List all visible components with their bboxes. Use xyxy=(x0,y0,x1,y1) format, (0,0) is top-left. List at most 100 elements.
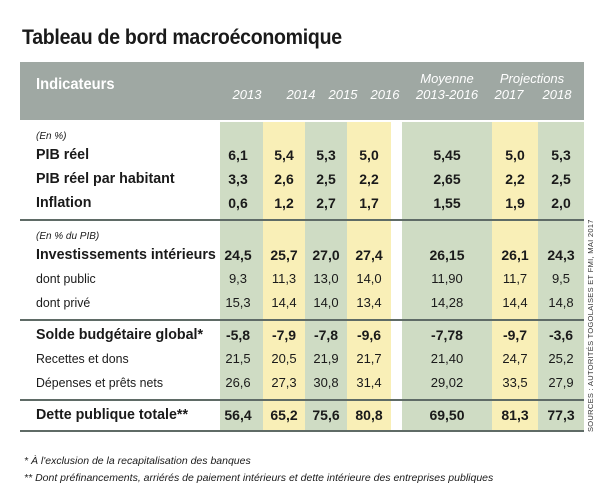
cell-value: 24,3 xyxy=(547,247,575,263)
cell-value: 80,8 xyxy=(355,407,383,423)
cell-value: 13,4 xyxy=(356,295,382,310)
source-note: SOURCES : AUTORITÉS TOGOLAISES ET FMI, M… xyxy=(586,219,595,432)
table-row: Dette publique totale** 56,4 65,2 75,6 80,8 6… xyxy=(20,404,584,428)
cell-value: 1,9 xyxy=(505,195,525,211)
cell-value: 1,7 xyxy=(359,195,379,211)
cell-value: 31,4 xyxy=(356,375,382,390)
cell-value: 27,3 xyxy=(271,375,297,390)
section-unit: (En %) xyxy=(20,124,584,148)
macro-table: Indicateurs 2013 2014 2015 2016 Moyenne … xyxy=(20,62,584,432)
cell-value: 20,5 xyxy=(271,351,297,366)
table-row: dont public 9,3 11,3 13,0 14,0 11,90 11,7 9,5 xyxy=(20,268,584,292)
table-row: PIB réel par habitant 3,3 2,6 2,5 2,2 2,65 2,2… xyxy=(20,168,584,192)
table-header: Indicateurs 2013 2014 2015 2016 Moyenne … xyxy=(20,62,584,120)
column-band-5 xyxy=(492,122,538,432)
cell-value: 1,55 xyxy=(433,195,461,211)
table-row: Dépenses et prêts nets 26,6 27,3 30,8 31,4 29… xyxy=(20,372,584,396)
header-indicateurs: Indicateurs xyxy=(36,76,115,93)
cell-value: -5,8 xyxy=(225,327,251,343)
section-unit-label: (En % du PIB) xyxy=(36,230,100,242)
cell-value: 5,0 xyxy=(359,147,379,163)
cell-value: 21,5 xyxy=(225,351,251,366)
table-bottom-rule xyxy=(20,430,584,432)
column-band-4 xyxy=(402,122,492,432)
cell-value: 1,2 xyxy=(274,195,294,211)
cell-value: 5,4 xyxy=(274,147,294,163)
header-year-2016: 2016 xyxy=(370,87,400,102)
cell-value: -3,6 xyxy=(548,327,574,343)
row-label: Dépenses et prêts nets xyxy=(36,375,164,390)
section-separator xyxy=(20,399,584,401)
cell-value: 29,02 xyxy=(430,375,464,390)
cell-value: 56,4 xyxy=(224,407,252,423)
cell-value: 11,3 xyxy=(271,271,297,286)
cell-value: 15,3 xyxy=(225,295,251,310)
table-row: Inflation 0,6 1,2 2,7 1,7 1,55 1,9 2,0 xyxy=(20,192,584,216)
row-label: Dette publique totale** xyxy=(36,406,189,423)
cell-value: 13,0 xyxy=(313,271,339,286)
cell-value: 2,5 xyxy=(551,171,571,187)
row-label: dont public xyxy=(36,271,96,286)
cell-value: 14,4 xyxy=(271,295,297,310)
cell-value: -7,9 xyxy=(271,327,297,343)
cell-value: -7,78 xyxy=(431,327,463,343)
cell-value: 2,6 xyxy=(274,171,294,187)
header-year-2017: 2017 xyxy=(494,87,524,102)
cell-value: 2,0 xyxy=(551,195,571,211)
header-year-2015: 2015 xyxy=(328,87,358,102)
row-label: PIB réel par habitant xyxy=(36,170,175,187)
cell-value: 14,4 xyxy=(502,295,528,310)
cell-value: 9,5 xyxy=(551,271,571,286)
table-row: Investissements intérieurs 24,5 25,7 27,0 27… xyxy=(20,244,584,268)
cell-value: 65,2 xyxy=(270,407,298,423)
row-label: dont privé xyxy=(36,295,91,310)
column-band-6 xyxy=(538,122,584,432)
table-row: dont privé 15,3 14,4 14,0 13,4 14,28 14,4 14,8 xyxy=(20,292,584,316)
cell-value: 75,6 xyxy=(312,407,340,423)
cell-value: 24,7 xyxy=(502,351,528,366)
cell-value: 69,50 xyxy=(429,407,465,423)
cell-value: 27,9 xyxy=(548,375,574,390)
row-label: Investissements intérieurs xyxy=(36,246,216,263)
cell-value: 6,1 xyxy=(228,147,248,163)
page-title: Tableau de bord macroéconomique xyxy=(22,26,342,49)
cell-value: 9,3 xyxy=(228,271,248,286)
cell-value: 21,9 xyxy=(313,351,339,366)
header-moyenne-range: 2013-2016 xyxy=(415,87,479,102)
cell-value: 21,40 xyxy=(430,351,464,366)
cell-value: 21,7 xyxy=(356,351,382,366)
section-separator xyxy=(20,319,584,321)
row-label: Solde budgétaire global* xyxy=(36,326,204,343)
cell-value: 0,6 xyxy=(228,195,248,211)
cell-value: 2,65 xyxy=(433,171,461,187)
row-label: PIB réel xyxy=(36,146,90,163)
cell-value: 5,3 xyxy=(551,147,571,163)
footnote-1: * À l'exclusion de la recapitalisation d… xyxy=(24,455,251,467)
header-year-2018: 2018 xyxy=(542,87,572,102)
cell-value: 26,6 xyxy=(225,375,251,390)
cell-value: 2,5 xyxy=(316,171,336,187)
section-unit: (En % du PIB) xyxy=(20,224,584,248)
cell-value: 11,7 xyxy=(502,271,528,286)
cell-value: 25,7 xyxy=(270,247,298,263)
cell-value: 27,4 xyxy=(355,247,383,263)
cell-value: 2,7 xyxy=(316,195,336,211)
header-year-2013: 2013 xyxy=(232,87,262,102)
column-band-3 xyxy=(347,122,391,432)
cell-value: 25,2 xyxy=(548,351,574,366)
header-projections: Projections xyxy=(499,71,565,86)
table-row: PIB réel 6,1 5,4 5,3 5,0 5,45 5,0 5,3 xyxy=(20,144,584,168)
section-separator xyxy=(20,219,584,221)
cell-value: -9,6 xyxy=(356,327,382,343)
cell-value: 14,28 xyxy=(430,295,464,310)
table-row: Recettes et dons 21,5 20,5 21,9 21,7 21,40 24,… xyxy=(20,348,584,372)
header-moyenne: Moyenne xyxy=(420,71,474,86)
cell-value: 2,2 xyxy=(505,171,525,187)
cell-value: 2,2 xyxy=(359,171,379,187)
cell-value: 14,0 xyxy=(356,271,382,286)
cell-value: 5,45 xyxy=(433,147,461,163)
row-label: Inflation xyxy=(36,194,92,211)
cell-value: 14,8 xyxy=(548,295,574,310)
cell-value: 24,5 xyxy=(224,247,252,263)
cell-value: 5,0 xyxy=(505,147,525,163)
